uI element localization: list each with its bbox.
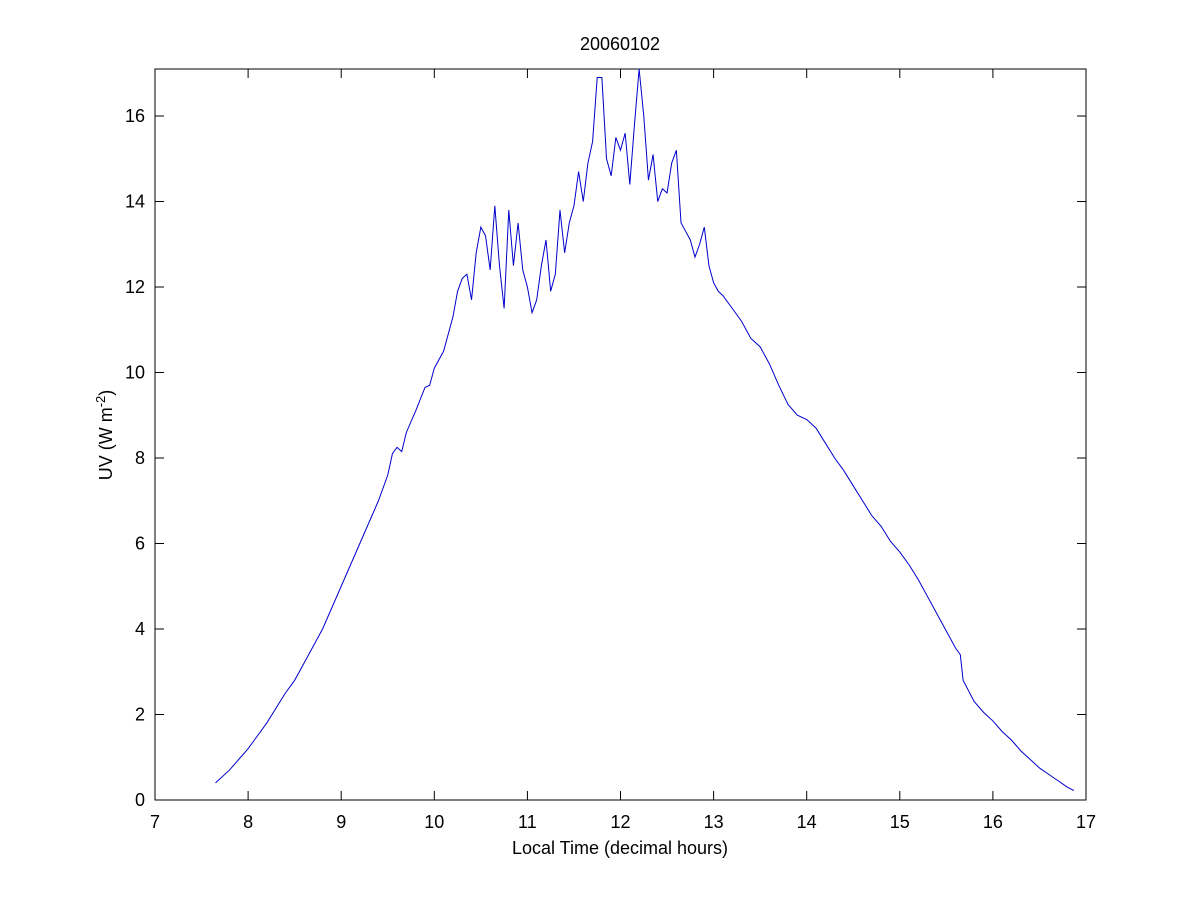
x-tick-label: 11: [518, 812, 537, 832]
y-tick-label: 6: [135, 534, 145, 554]
x-tick-label: 17: [1076, 812, 1096, 832]
y-tick-label: 0: [135, 790, 145, 810]
y-axis-label: UV (W m-2): [93, 390, 116, 481]
x-tick-label: 15: [890, 812, 910, 832]
chart-title: 20060102: [580, 34, 660, 54]
x-tick-label: 13: [704, 812, 724, 832]
x-tick-label: 7: [150, 812, 160, 832]
x-tick-label: 8: [243, 812, 253, 832]
x-tick-label: 14: [797, 812, 817, 832]
x-tick-label: 16: [983, 812, 1003, 832]
x-tick-label: 12: [610, 812, 630, 832]
y-tick-label: 16: [125, 106, 145, 126]
y-tick-label: 2: [135, 705, 145, 725]
y-tick-label: 8: [135, 448, 145, 468]
x-tick-label: 9: [336, 812, 346, 832]
y-label-suffix: ): [96, 390, 116, 396]
plot-frame: [154, 68, 1087, 801]
y-label-text: UV (W m: [96, 407, 116, 480]
y-tick-label: 12: [125, 277, 145, 297]
y-tick-label: 4: [135, 619, 145, 639]
x-axis-label: Local Time (decimal hours): [512, 838, 728, 858]
x-tick-label: 10: [424, 812, 444, 832]
y-tick-label: 10: [125, 363, 145, 383]
y-label-sup: -2: [93, 396, 108, 408]
data-line: [215, 68, 1075, 792]
y-tick-label: 14: [125, 192, 145, 212]
